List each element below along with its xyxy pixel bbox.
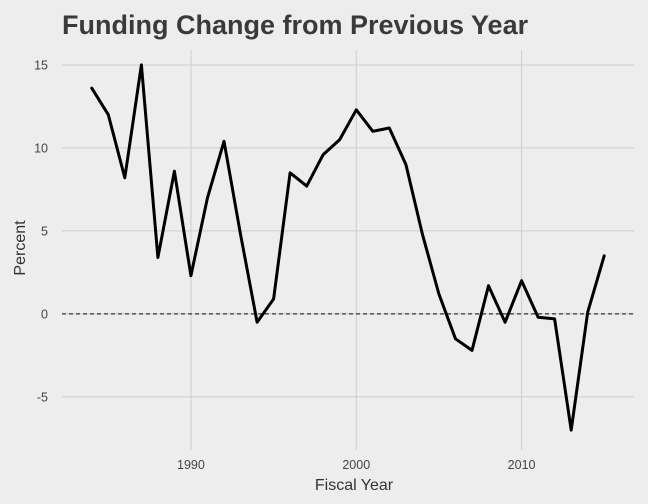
x-tick-label: 1990 <box>177 458 205 472</box>
series-lines <box>90 63 606 432</box>
y-tick-label: 10 <box>34 141 48 155</box>
series-line <box>90 63 606 432</box>
x-tick-label: 2010 <box>508 458 536 472</box>
y-tick-label: 15 <box>34 58 48 72</box>
chart-title: Funding Change from Previous Year <box>62 10 529 40</box>
grid-lines <box>62 50 634 450</box>
x-axis-title: Fiscal Year <box>315 477 394 494</box>
y-tick-label: 0 <box>41 307 48 321</box>
y-tick-label: 5 <box>41 224 48 238</box>
y-tick-label: -5 <box>37 390 48 404</box>
y-axis-ticks: -5 0 5 10 15 <box>34 58 48 404</box>
x-axis-ticks: 1990 2000 2010 <box>177 458 535 472</box>
x-tick-label: 2000 <box>342 458 370 472</box>
y-axis-title: Percent <box>12 220 29 276</box>
